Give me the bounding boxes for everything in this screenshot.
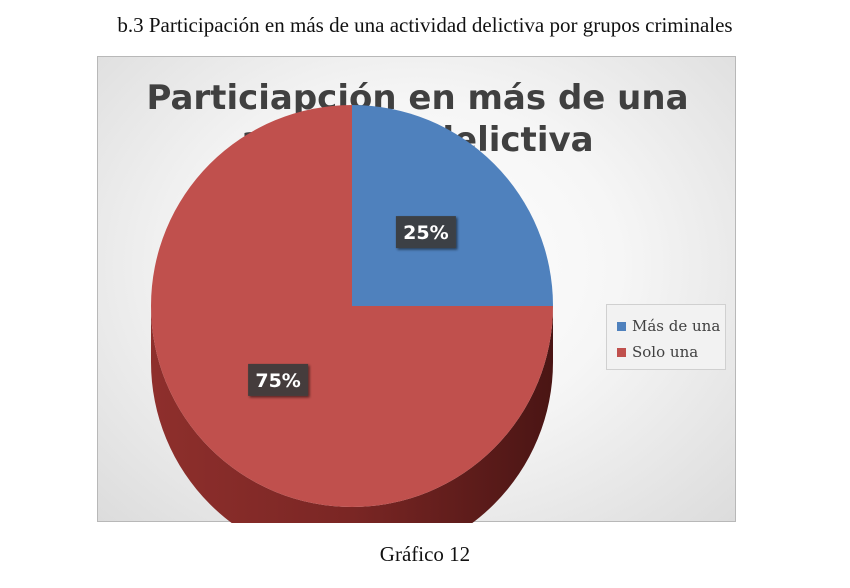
chart-title-line-1: Particiapción en más de una: [146, 78, 689, 118]
pie-slice-mas-de-una: [352, 105, 553, 306]
legend-swatch-solo-una: [617, 347, 626, 357]
chart-frame: Particiapción en más de una actividad de…: [97, 56, 736, 523]
legend: Más de una Solo una: [606, 304, 726, 370]
legend-item-mas-de-una: Más de una: [617, 313, 725, 339]
figure-caption: Gráfico 12: [379, 542, 471, 566]
legend-label-solo-una: Solo una: [632, 343, 699, 361]
legend-label-mas-de-una: Más de una: [632, 317, 721, 335]
legend-swatch-mas-de-una: [617, 321, 626, 331]
data-label-solo-una: 75%: [248, 363, 309, 396]
pie-chart: 25% 75%: [151, 105, 553, 523]
pie-slice-solo-una: [151, 105, 553, 507]
svg-text:25%: 25%: [403, 222, 448, 244]
section-heading: b.3 Participación en más de una activida…: [117, 13, 733, 37]
svg-text:75%: 75%: [255, 370, 300, 392]
data-label-mas-de-una: 25%: [395, 216, 456, 249]
legend-item-solo-una: Solo una: [617, 339, 725, 365]
